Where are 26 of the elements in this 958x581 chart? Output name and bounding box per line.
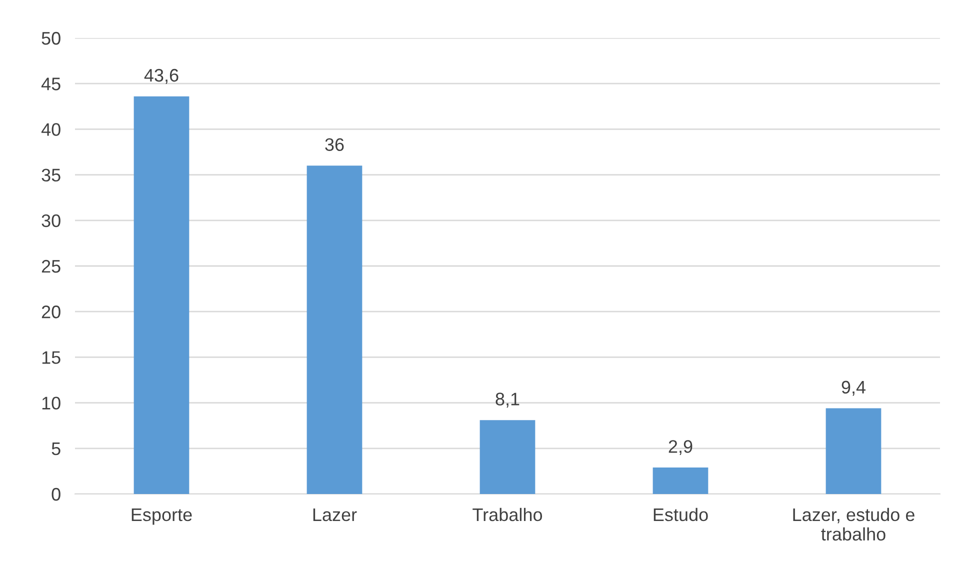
y-tick-label: 10 xyxy=(42,396,60,410)
x-tick-label: Estudo xyxy=(654,508,708,522)
x-tick-label: Esporte xyxy=(132,508,192,525)
y-tick-label: 50 xyxy=(42,32,60,45)
y-tick-label: 20 xyxy=(42,306,60,318)
x-tick-label: Lazer xyxy=(313,508,357,522)
y-tick-label: 45 xyxy=(41,78,60,90)
y-tick-label: 15 xyxy=(42,351,60,364)
y-tick-label: 25 xyxy=(42,260,60,273)
bar xyxy=(480,420,536,494)
data-label: 36 xyxy=(325,138,344,151)
data-label: 2,9 xyxy=(668,440,692,456)
bar xyxy=(134,96,190,494)
x-tick-label: Lazer, estudo e trabalho xyxy=(793,508,914,541)
bar xyxy=(826,408,882,494)
data-label: 43,6 xyxy=(144,68,178,84)
data-label: 9,4 xyxy=(842,380,866,396)
y-tick-label: 35 xyxy=(42,168,60,182)
data-label: 8,1 xyxy=(496,392,520,408)
bar xyxy=(652,468,708,494)
y-tick-label: 0 xyxy=(52,488,60,501)
x-tick-label: Trabalho xyxy=(472,508,542,522)
bar xyxy=(306,166,362,494)
y-tick-label: 5 xyxy=(52,442,60,456)
y-tick-label: 40 xyxy=(41,123,60,136)
y-tick-label: 30 xyxy=(42,214,60,228)
